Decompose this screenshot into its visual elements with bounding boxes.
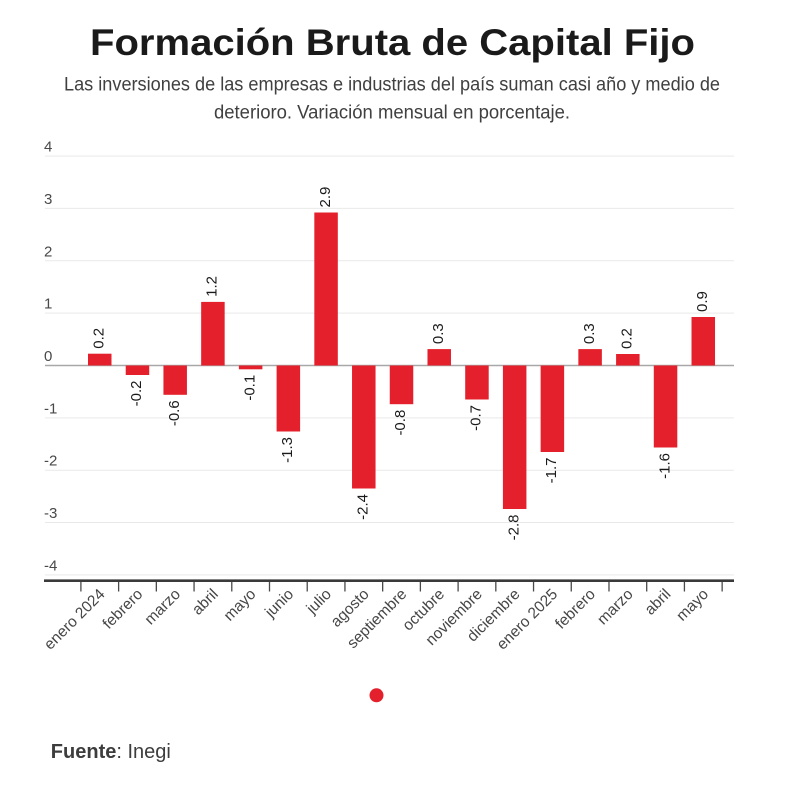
svg-text:0.2: 0.2: [90, 328, 107, 349]
svg-text:marzo: marzo: [142, 586, 184, 628]
svg-text:-2.4: -2.4: [354, 494, 371, 520]
svg-text:Fuente: Inegi: Fuente: Inegi: [51, 741, 171, 763]
svg-text:1: 1: [44, 296, 52, 313]
svg-text:-1.6: -1.6: [656, 453, 673, 479]
svg-text:2.9: 2.9: [317, 187, 334, 208]
svg-text:-0.1: -0.1: [241, 375, 258, 401]
svg-text:0.9: 0.9: [694, 291, 711, 312]
svg-text:1.2: 1.2: [204, 276, 221, 297]
svg-text:febrero: febrero: [552, 586, 599, 633]
svg-text:4: 4: [44, 139, 52, 156]
svg-text:-1.7: -1.7: [543, 458, 560, 484]
svg-text:-1: -1: [44, 400, 57, 417]
svg-text:-0.6: -0.6: [166, 400, 183, 426]
svg-text:deterioro. Variación mensual e: deterioro. Variación mensual en porcenta…: [214, 103, 570, 124]
svg-text:2: 2: [44, 243, 52, 260]
svg-text:0.2: 0.2: [619, 328, 636, 349]
svg-text:-0.8: -0.8: [392, 410, 409, 436]
svg-text:0.3: 0.3: [581, 323, 598, 344]
svg-text:-1.3: -1.3: [279, 437, 296, 463]
svg-text:Formación Bruta de Capital Fij: Formación Bruta de Capital Fijo: [90, 22, 695, 63]
svg-text:Las inversiones de las empresa: Las inversiones de las empresas e indust…: [64, 75, 720, 96]
svg-text:-3: -3: [44, 505, 57, 522]
svg-text:mayo: mayo: [221, 586, 260, 625]
svg-text:0: 0: [44, 348, 52, 365]
svg-text:febrero: febrero: [100, 586, 147, 633]
svg-text:junio: junio: [261, 586, 297, 622]
svg-text:-0.2: -0.2: [128, 381, 145, 407]
svg-text:-4: -4: [44, 557, 57, 574]
svg-text:0.3: 0.3: [430, 323, 447, 344]
svg-text:enero 2024: enero 2024: [41, 586, 109, 654]
svg-text:-0.7: -0.7: [468, 405, 485, 431]
svg-text:3: 3: [44, 191, 52, 208]
svg-text:marzo: marzo: [594, 586, 636, 628]
svg-text:-2: -2: [44, 453, 57, 470]
svg-text:mayo: mayo: [673, 586, 712, 625]
svg-text:-2.8: -2.8: [505, 515, 522, 541]
